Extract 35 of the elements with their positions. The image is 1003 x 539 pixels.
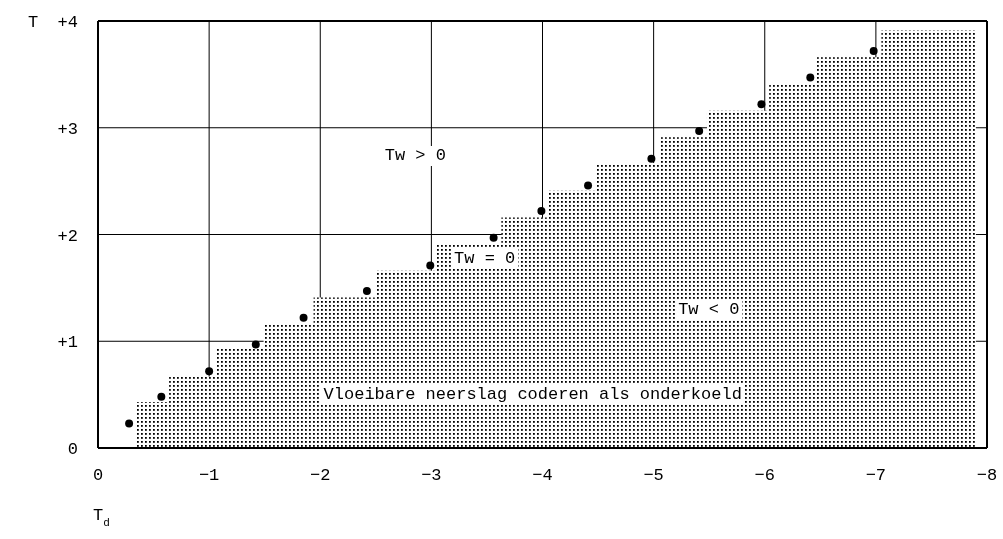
point: [757, 100, 766, 109]
y-tick-label: 0: [67, 440, 78, 460]
point: [205, 367, 214, 376]
point: [125, 419, 134, 428]
x-tick-label: −8: [976, 466, 998, 486]
annotation: Tw < 0: [675, 300, 743, 321]
point: [806, 73, 815, 82]
point: [362, 287, 371, 296]
point: [647, 154, 656, 163]
x-tick-label: −3: [421, 466, 442, 486]
x-tick-label: −5: [643, 466, 664, 486]
x-tick-label: −1: [198, 466, 220, 486]
annotation: Tw = 0: [451, 249, 519, 270]
point: [695, 126, 704, 135]
point: [584, 181, 593, 190]
x-tick-label: 0: [92, 466, 104, 486]
x-tick-label: −6: [754, 466, 775, 486]
point: [537, 207, 546, 215]
y-tick-label: +1: [57, 333, 78, 353]
x-tick-label: −7: [865, 466, 887, 486]
annotation: Tw > 0: [381, 145, 449, 166]
x-tick-label: −4: [532, 466, 553, 486]
point: [299, 313, 308, 322]
y-tick-label: +3: [57, 119, 78, 139]
x-axis-title: T$_{d}$: [93, 506, 110, 529]
point: [426, 261, 435, 270]
y-axis-title: T: [28, 13, 39, 32]
point: [251, 340, 260, 349]
y-tick-label: +4: [57, 13, 78, 33]
point: [489, 233, 498, 242]
y-tick-label: +2: [57, 226, 78, 246]
point: [157, 392, 166, 401]
point: [869, 46, 878, 55]
x-tick-label: −2: [310, 466, 331, 486]
annotation: Vloeibare neerslag coderen als onderkoeld: [320, 385, 745, 406]
